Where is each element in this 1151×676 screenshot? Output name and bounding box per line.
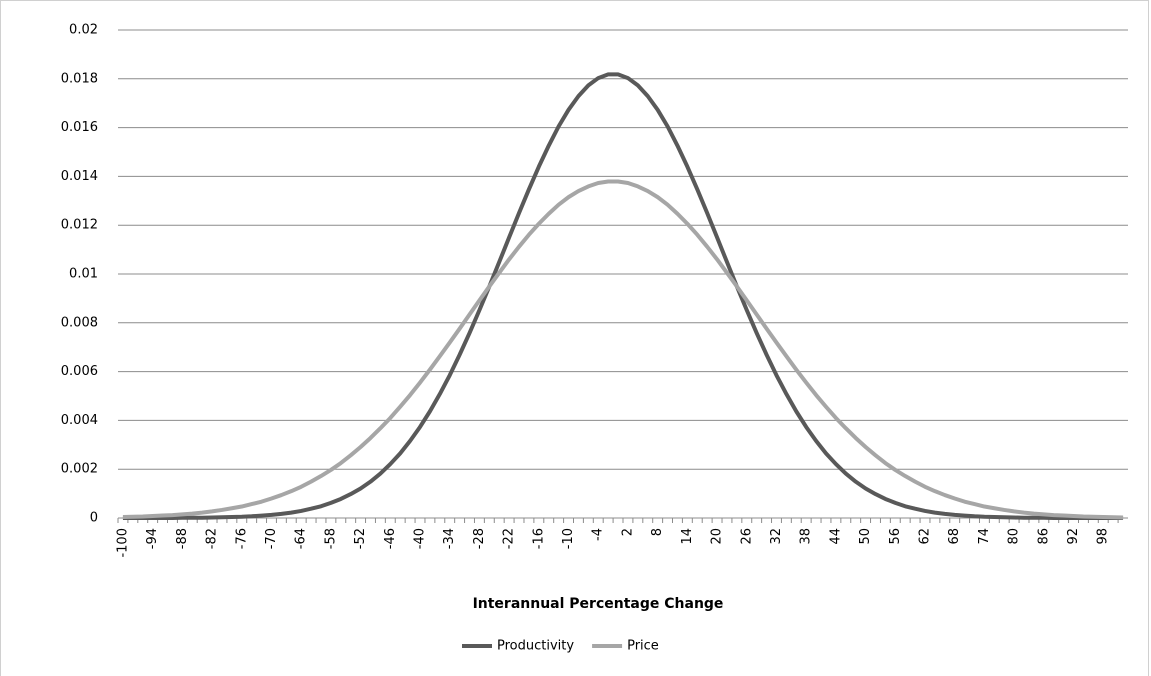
x-tick-label: 56 bbox=[888, 528, 903, 545]
x-tick-label: 32 bbox=[769, 528, 784, 545]
y-tick-label: 0.002 bbox=[61, 462, 98, 477]
legend-label: Price bbox=[627, 639, 659, 654]
data-line bbox=[122, 179, 1124, 520]
x-tick-label: 74 bbox=[977, 528, 992, 545]
x-tick-label: -58 bbox=[323, 528, 338, 549]
x-tick-label: 8 bbox=[650, 528, 665, 536]
x-tick-label: -76 bbox=[234, 528, 249, 549]
x-tick-label: -94 bbox=[145, 528, 160, 549]
x-tick-label: -34 bbox=[442, 528, 457, 549]
x-tick-label: 98 bbox=[1096, 528, 1111, 545]
x-tick-label: -64 bbox=[294, 528, 309, 549]
y-tick-label: 0.008 bbox=[61, 315, 98, 330]
y-tick-label: 0.012 bbox=[61, 218, 98, 233]
x-tick-label: -28 bbox=[472, 528, 487, 549]
y-tick-label: 0.02 bbox=[69, 23, 98, 38]
legend-label: Productivity bbox=[497, 639, 574, 654]
y-tick-label: 0 bbox=[90, 511, 98, 526]
x-tick-label: -10 bbox=[561, 528, 576, 549]
x-tick-label: -100 bbox=[115, 528, 130, 558]
x-tick-label: 86 bbox=[1036, 528, 1051, 545]
y-tick-label: 0.014 bbox=[61, 169, 98, 184]
x-axis-title: Interannual Percentage Change bbox=[473, 596, 724, 612]
y-tick-label: 0.018 bbox=[61, 71, 98, 86]
x-tick-label: 50 bbox=[858, 528, 873, 545]
x-tick-label: -70 bbox=[264, 528, 279, 549]
x-tick-label: 92 bbox=[1066, 528, 1081, 545]
x-tick-label: 26 bbox=[739, 528, 754, 545]
x-tick-label: -40 bbox=[413, 528, 428, 549]
x-tick-label: 80 bbox=[1007, 528, 1022, 545]
y-tick-label: 0.01 bbox=[69, 267, 98, 282]
x-tick-label: -46 bbox=[383, 528, 398, 549]
y-tick-label: 0.016 bbox=[61, 120, 98, 135]
x-tick-label: 38 bbox=[799, 528, 814, 545]
x-tick-label: -52 bbox=[353, 528, 368, 549]
x-tick-label: 14 bbox=[680, 528, 695, 545]
x-tick-label: -82 bbox=[205, 528, 220, 549]
x-tick-label: 44 bbox=[828, 528, 843, 545]
x-tick-label: 62 bbox=[918, 528, 933, 545]
x-tick-label: 68 bbox=[947, 528, 962, 545]
x-tick-label: -22 bbox=[502, 528, 517, 549]
x-tick-label: 20 bbox=[710, 528, 725, 545]
y-tick-label: 0.004 bbox=[61, 413, 98, 428]
x-tick-label: -16 bbox=[531, 528, 546, 549]
x-tick-label: -4 bbox=[591, 528, 606, 541]
data-line bbox=[122, 72, 1124, 520]
x-tick-label: 2 bbox=[620, 528, 635, 536]
x-tick-label: -88 bbox=[175, 528, 190, 549]
y-tick-label: 0.006 bbox=[61, 364, 98, 379]
